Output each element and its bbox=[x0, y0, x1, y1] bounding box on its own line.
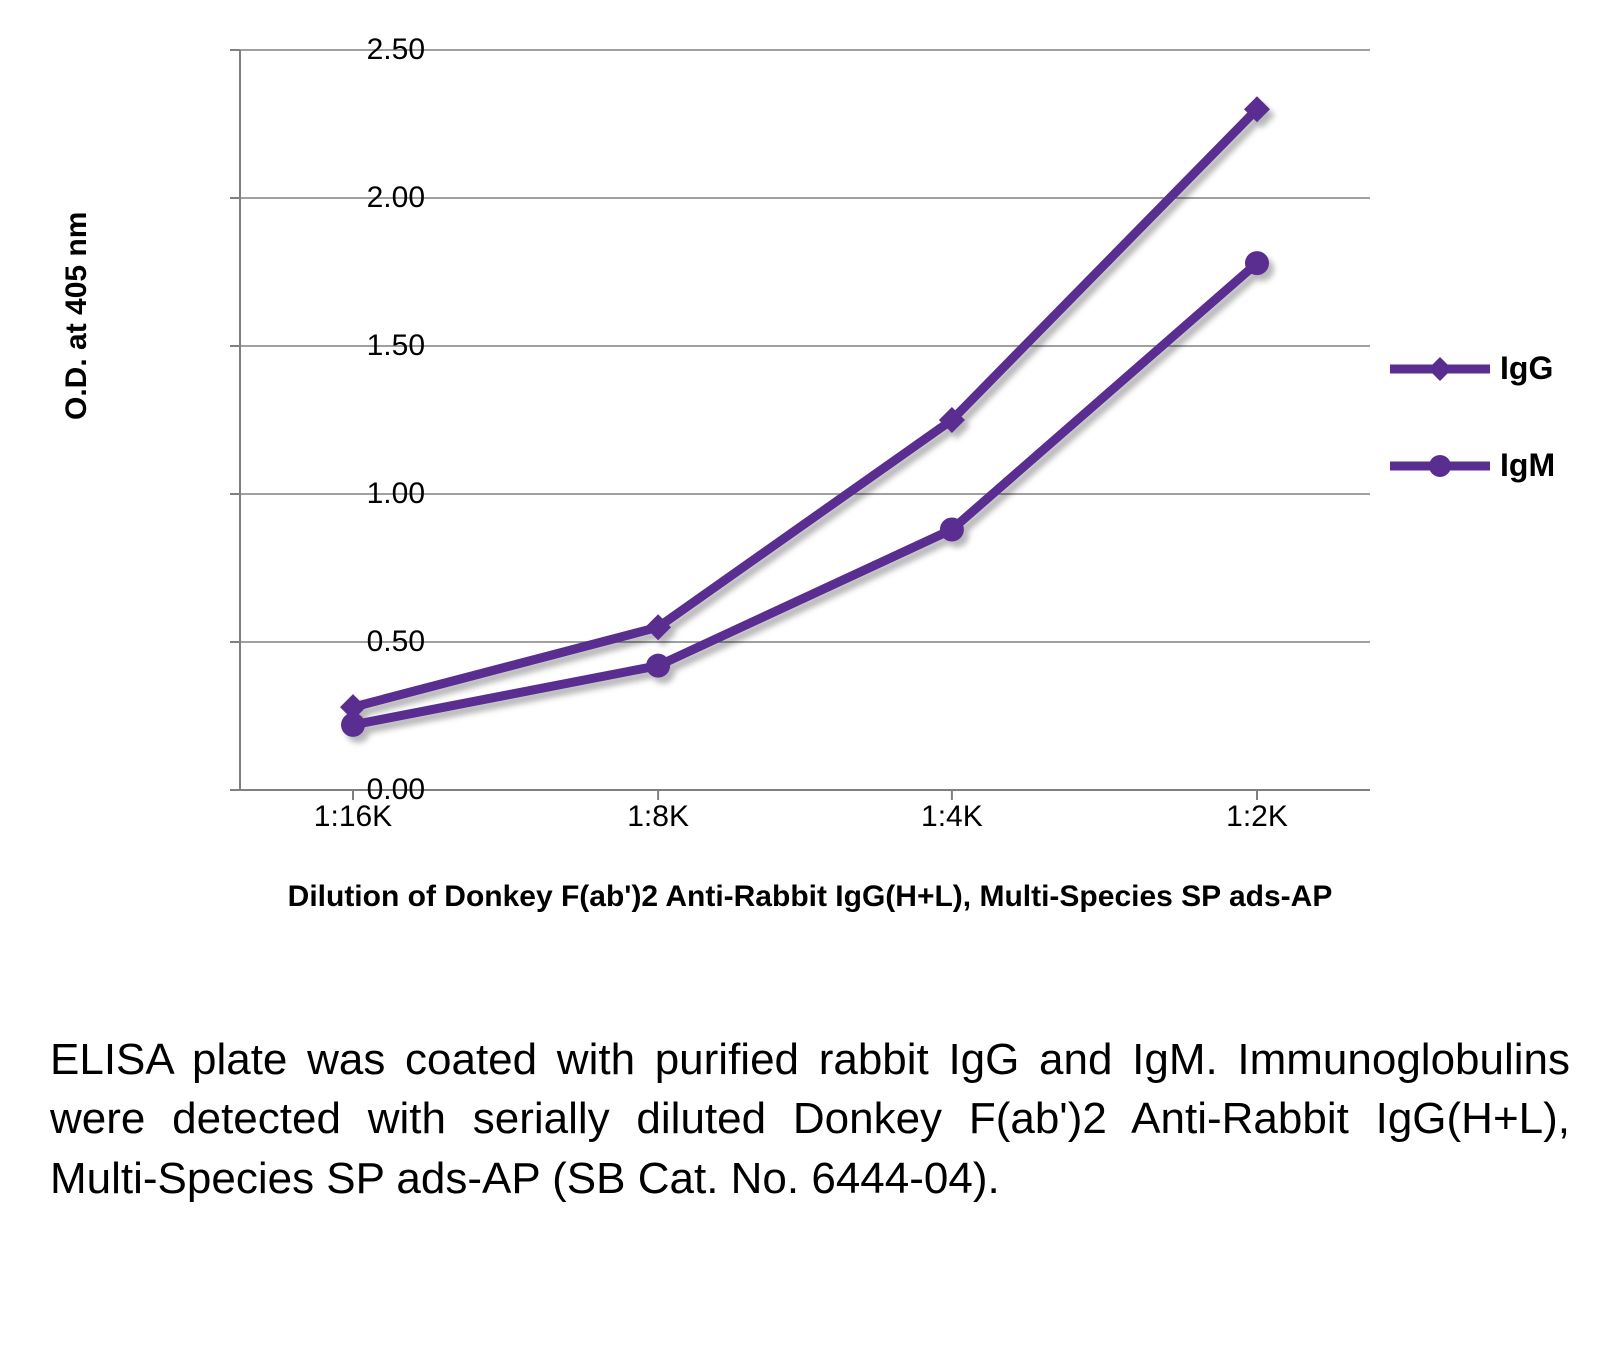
chart-svg bbox=[240, 50, 1370, 790]
x-tick-label: 1:8K bbox=[627, 800, 689, 834]
y-tick-label: 1.50 bbox=[355, 329, 425, 363]
legend-item-igg: IgG bbox=[1390, 350, 1555, 387]
legend-item-igm: IgM bbox=[1390, 447, 1555, 484]
legend-label-igg: IgG bbox=[1500, 350, 1553, 387]
legend-swatch-igg bbox=[1390, 354, 1490, 384]
plot-area bbox=[240, 50, 1370, 790]
y-tick-label: 2.50 bbox=[355, 33, 425, 67]
y-tick-label: 0.50 bbox=[355, 625, 425, 659]
y-tick-label: 1.00 bbox=[355, 477, 425, 511]
caption-text: ELISA plate was coated with purified rab… bbox=[50, 1030, 1570, 1208]
chart-container: O.D. at 405 nm 0.000.501.001.502.002.50 … bbox=[50, 40, 1570, 920]
legend: IgG IgM bbox=[1390, 350, 1555, 544]
y-axis-label: O.D. at 405 nm bbox=[60, 212, 94, 420]
x-tick-label: 1:16K bbox=[314, 800, 392, 834]
legend-swatch-igm bbox=[1390, 451, 1490, 481]
x-tick-label: 1:2K bbox=[1226, 800, 1288, 834]
x-axis-label: Dilution of Donkey F(ab')2 Anti-Rabbit I… bbox=[50, 880, 1570, 914]
x-tick-label: 1:4K bbox=[921, 800, 983, 834]
y-tick-label: 2.00 bbox=[355, 181, 425, 215]
legend-label-igm: IgM bbox=[1500, 447, 1555, 484]
